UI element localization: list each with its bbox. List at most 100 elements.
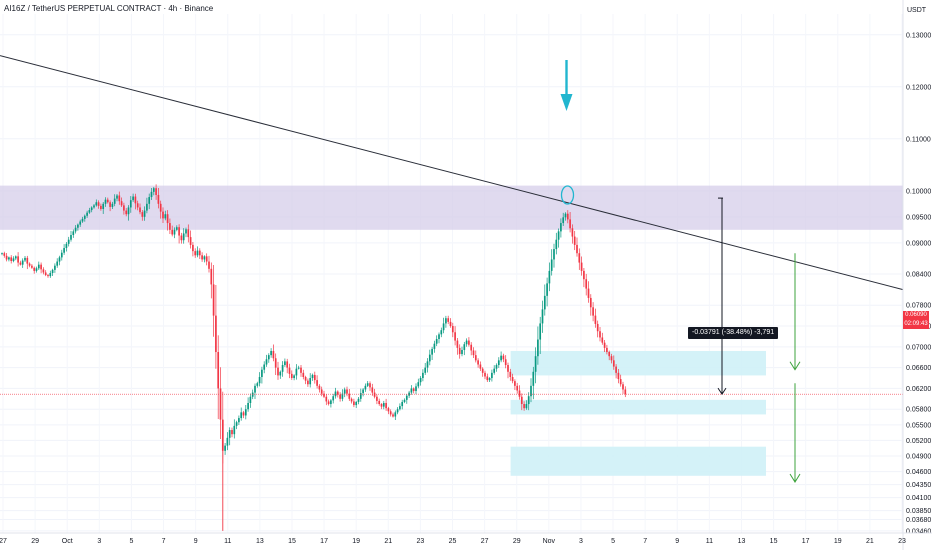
candle-body <box>141 212 144 217</box>
candle-body <box>90 207 93 211</box>
candle-body <box>385 402 387 409</box>
candle-body <box>583 270 585 280</box>
candle-body <box>182 233 185 241</box>
candle-body <box>194 251 197 256</box>
candle-body <box>288 367 291 374</box>
candle-body <box>362 389 364 394</box>
x-tick-label: 25 <box>449 538 457 545</box>
x-tick-label: 13 <box>738 538 746 545</box>
y-tick-label: 0.04350 <box>906 482 931 489</box>
candle-body <box>610 356 613 361</box>
candle-body <box>472 350 475 356</box>
candle-body <box>286 361 289 368</box>
candle-body <box>74 227 77 232</box>
candle-body <box>51 269 54 273</box>
candle-body <box>316 380 318 386</box>
target-zone <box>510 350 766 376</box>
candle-body <box>235 422 238 426</box>
candle-body <box>60 252 63 258</box>
candle-body <box>359 393 362 399</box>
measure-label: -0.03791 (-38.48%) -3,791 <box>688 327 779 339</box>
candle-body <box>249 396 252 403</box>
candle-body <box>520 396 523 405</box>
candle-body <box>442 323 445 331</box>
candle-body <box>242 412 245 416</box>
candle-body <box>14 256 17 259</box>
candle-body <box>72 231 75 236</box>
candle-body <box>376 396 378 401</box>
candle-body <box>95 202 98 206</box>
candle-body <box>332 396 335 401</box>
candle-body <box>624 389 627 395</box>
signal-circle <box>560 185 575 205</box>
candle-body <box>31 265 33 268</box>
candle-body <box>277 367 279 376</box>
candle-body <box>348 393 351 399</box>
candle-body <box>341 393 344 399</box>
candle-body <box>171 229 174 235</box>
candle-body <box>279 371 282 376</box>
candle-body <box>468 340 470 345</box>
candle-body <box>261 369 263 377</box>
candle-body <box>447 318 450 322</box>
candle-body <box>318 385 321 390</box>
candle-body <box>327 401 330 405</box>
candle-body <box>378 400 381 405</box>
candle-body <box>300 367 302 373</box>
candle-body <box>247 402 249 410</box>
candle-body <box>54 265 56 270</box>
y-tick-label: 0.04600 <box>906 469 931 476</box>
candle-body <box>244 409 247 416</box>
y-tick-label: 0.08400 <box>906 272 931 279</box>
candle-body <box>254 385 256 393</box>
candle-body <box>81 218 84 222</box>
candle-body <box>297 367 300 369</box>
candle-body <box>585 279 588 289</box>
candle-body <box>309 378 312 385</box>
candle-body <box>350 398 353 402</box>
candle-body <box>267 355 270 360</box>
candle-body <box>180 235 183 241</box>
candle-body <box>599 331 601 338</box>
candle-body <box>224 445 226 451</box>
candle-body <box>380 404 383 407</box>
candle-body <box>539 323 542 340</box>
candle-body <box>219 388 222 420</box>
candle-body <box>424 367 427 373</box>
candle-body <box>132 196 134 201</box>
candle-body <box>484 372 486 377</box>
candle-body <box>399 406 401 410</box>
candle-body <box>470 344 473 351</box>
x-tick-label: 9 <box>675 538 679 545</box>
candle-body <box>79 221 82 225</box>
candle-body <box>587 288 590 298</box>
candle-body <box>578 253 581 263</box>
candle-body <box>566 213 569 220</box>
candle-body <box>42 269 45 273</box>
candle-body <box>272 350 275 359</box>
candle-body <box>373 392 376 397</box>
candle-body <box>366 383 369 386</box>
candle-body <box>28 263 31 266</box>
candle-body <box>196 250 199 256</box>
y-tick-label: 0.06600 <box>906 365 931 372</box>
candle-body <box>601 337 604 343</box>
candle-body <box>596 323 599 332</box>
candle-body <box>102 203 105 210</box>
candle-body <box>592 307 594 316</box>
candle-body <box>109 202 111 207</box>
candle-body <box>258 376 261 384</box>
y-tick-label: 0.06200 <box>906 386 931 393</box>
candle-body <box>562 217 565 224</box>
candle-body <box>8 257 10 260</box>
candle-body <box>451 326 454 333</box>
candle-body <box>465 340 468 345</box>
candle-body <box>44 272 47 276</box>
candle-body <box>371 387 374 393</box>
candle-body <box>417 382 420 387</box>
x-tick-label: 17 <box>802 538 810 545</box>
candle-body <box>187 229 190 238</box>
resistance-zone <box>0 185 903 230</box>
candle-body <box>569 219 571 229</box>
